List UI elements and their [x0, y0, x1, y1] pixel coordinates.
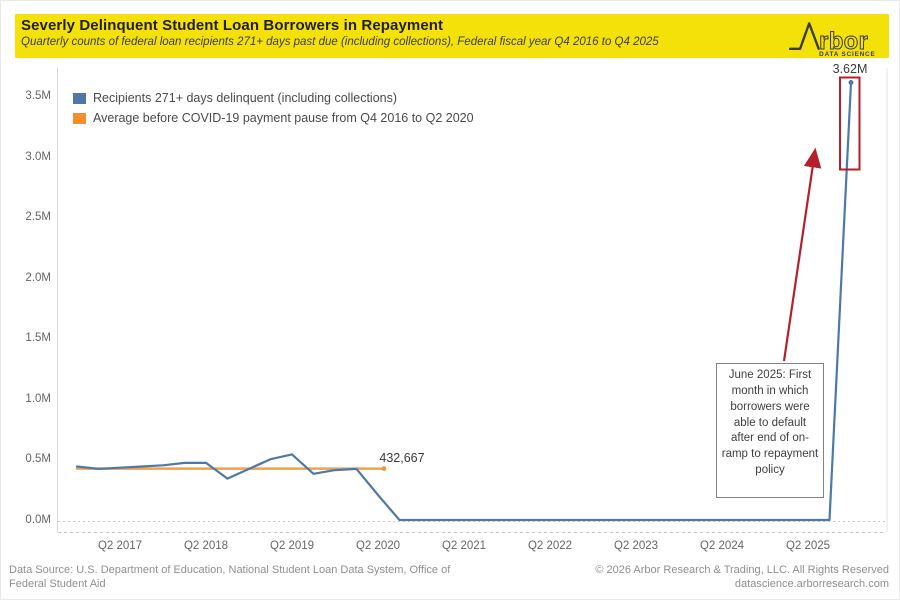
legend-item-average[interactable]: Average before COVID-19 payment pause fr… [73, 108, 474, 128]
y-tick-label: 3.0M [25, 150, 51, 163]
x-tick-label: Q2 2021 [441, 540, 487, 552]
copyright-note: © 2026 Arbor Research & Trading, LLC. Al… [469, 564, 889, 592]
y-tick-label: 3.5M [25, 90, 51, 102]
x-tick-label: Q2 2019 [269, 540, 315, 552]
legend-swatch-orange [73, 112, 86, 124]
chart-subtitle: Quarterly counts of federal loan recipie… [21, 36, 659, 48]
chart-title: Severly Delinquent Student Loan Borrower… [21, 17, 444, 34]
legend-item-delinquent[interactable]: Recipients 271+ days delinquent (includi… [73, 88, 474, 108]
arbor-data-science-logo: rbor DATA SCIENCE [788, 22, 875, 57]
website-link[interactable]: datascience.arborresearch.com [734, 577, 889, 590]
average-value-label: 432,667 [379, 451, 425, 465]
data-source-note: Data Source: U.S. Department of Educatio… [9, 564, 479, 592]
june-2025-callout[interactable]: June 2025: First month in which borrower… [716, 363, 824, 498]
x-tick-label: Q2 2023 [613, 540, 659, 552]
delinquent-borrowers-line-series[interactable] [75, 81, 853, 522]
x-tick-label: Q2 2018 [183, 540, 229, 552]
y-tick-label: 0.5M [25, 453, 51, 466]
legend: Recipients 271+ days delinquent (includi… [73, 88, 474, 128]
logo-tagline-text: DATA SCIENCE [819, 51, 875, 57]
x-tick-label: Q2 2020 [355, 540, 401, 552]
copyright-text: © 2026 Arbor Research & Trading, LLC. Al… [595, 564, 889, 576]
header-bar: Severly Delinquent Student Loan Borrower… [15, 14, 889, 58]
x-tick-label: Q2 2025 [785, 540, 831, 552]
peak-data-point[interactable] [848, 79, 854, 85]
x-tick-label: Q2 2024 [699, 540, 745, 552]
peak-value-label: 3.62M [832, 62, 868, 76]
data-source-line1: Data Source: U.S. Department of Educatio… [9, 564, 451, 576]
logo-brand-text: rbor [819, 29, 868, 55]
peak-highlight-rect [839, 76, 861, 171]
average-line-endpoint [381, 466, 387, 471]
y-tick-label: 1.0M [25, 392, 51, 405]
y-tick-label: 0.0M [25, 514, 51, 526]
data-source-line2: Federal Student Aid [9, 577, 106, 590]
x-tick-label: Q2 2017 [97, 540, 143, 552]
callout-arrow [782, 147, 822, 362]
y-tick-label: 2.0M [25, 271, 51, 284]
x-tick-label: Q2 2022 [527, 540, 573, 552]
y-tick-label: 2.5M [25, 211, 51, 224]
legend-label: Recipients 271+ days delinquent (includi… [93, 91, 398, 105]
legend-swatch-blue [73, 92, 86, 104]
legend-label: Average before COVID-19 payment pause fr… [93, 111, 474, 125]
y-tick-label: 1.5M [25, 332, 51, 345]
logo-peak-icon [788, 22, 820, 50]
